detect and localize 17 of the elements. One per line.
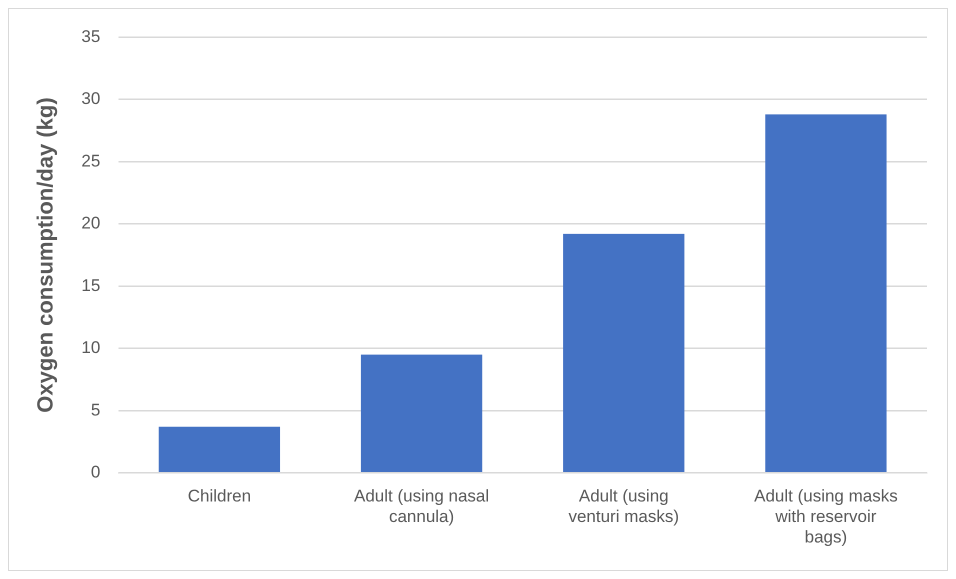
- y-tick-label: 25: [81, 151, 100, 170]
- x-tick-label: Children: [188, 486, 252, 506]
- y-tick-label: 15: [81, 276, 100, 295]
- y-tick-label: 5: [90, 400, 100, 420]
- bar: [765, 114, 887, 472]
- bar: [158, 426, 280, 472]
- x-tick-label: Adult (using venturi masks): [568, 486, 680, 526]
- y-tick-label: 35: [81, 26, 100, 46]
- y-tick-label: 30: [81, 89, 100, 108]
- bar: [360, 354, 482, 472]
- bar: [563, 234, 684, 472]
- y-tick-label: 10: [81, 338, 100, 358]
- x-tick-label: Adult (using masks with reservoir bags): [754, 486, 898, 546]
- y-tick-label: 20: [81, 214, 100, 233]
- y-tick-label: 0: [90, 462, 100, 482]
- x-tick-label: Adult (using nasal cannula): [354, 486, 490, 526]
- y-axis-title: Oxygen consumption/day (kg): [32, 97, 58, 413]
